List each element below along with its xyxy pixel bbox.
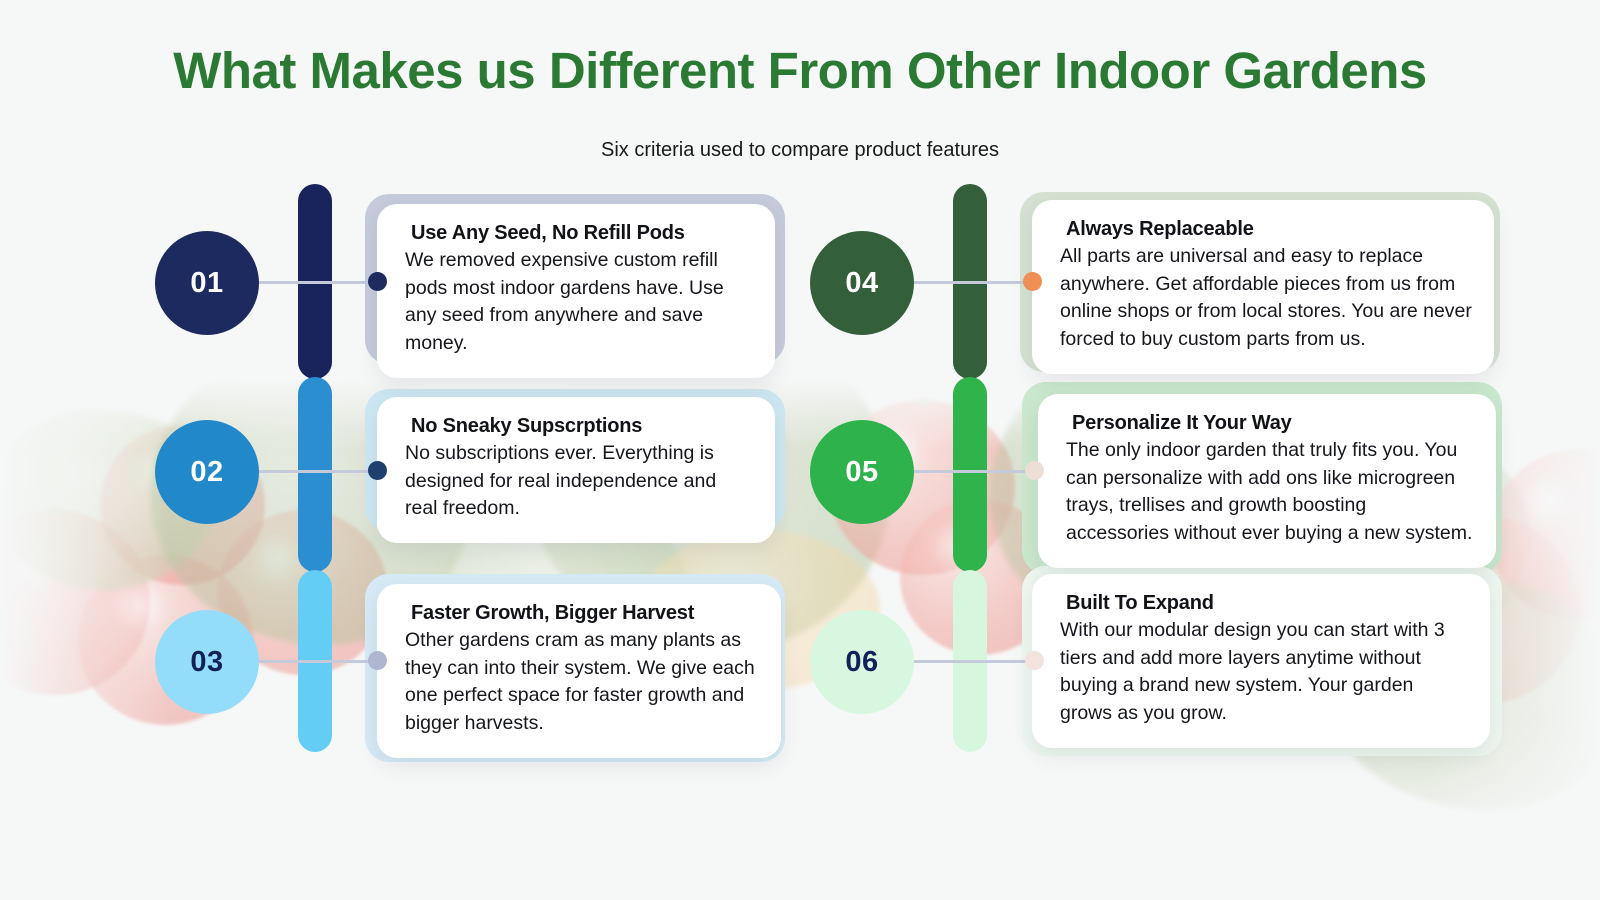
header: What Makes us Different From Other Indoo… [0, 0, 1600, 162]
connector-line-03 [259, 660, 381, 664]
page-title: What Makes us Different From Other Indoo… [173, 42, 1427, 99]
page-subtitle: Six criteria used to compare product fea… [601, 139, 999, 162]
number-badge-label: 04 [845, 266, 879, 299]
card-title: Faster Growth, Bigger Harvest [411, 602, 695, 625]
connector-line-05 [914, 470, 1036, 474]
number-badge-label: 03 [190, 645, 224, 678]
number-badge-label: 05 [845, 455, 879, 488]
card-title: Built To Expand [1066, 592, 1214, 615]
connector-dot-01 [368, 272, 387, 292]
comparison-board: 01 Use Any Seed, No Refill Pods We remov… [0, 184, 1600, 784]
card-body: Other gardens cram as many plants as the… [405, 629, 755, 735]
number-badge-06[interactable]: 06 [810, 610, 914, 715]
card-body: With our modular design you can start wi… [1060, 619, 1445, 725]
column-right: 04 Always Replaceable All parts are univ… [810, 184, 1510, 784]
connector-line-01 [259, 281, 377, 285]
number-badge-04[interactable]: 04 [810, 231, 914, 336]
connector-line-04 [914, 281, 1032, 285]
number-badge-label: 06 [845, 645, 879, 678]
connector-line-02 [259, 470, 377, 474]
rail-segment-02 [298, 377, 332, 573]
connector-dot-05 [1025, 461, 1044, 481]
card-title: Always Replaceable [1066, 218, 1254, 241]
feature-card-05[interactable]: Personalize It Your Way The only indoor … [1038, 394, 1496, 568]
card-title: Personalize It Your Way [1072, 412, 1292, 435]
rail-segment-05 [953, 377, 987, 573]
card-body: We removed expensive custom refill pods … [405, 249, 724, 355]
connector-dot-03 [368, 651, 387, 671]
feature-card-02[interactable]: No Sneaky Supscrptions No subscriptions … [377, 397, 775, 544]
number-badge-02[interactable]: 02 [155, 420, 259, 525]
number-badge-label: 01 [190, 266, 224, 299]
number-badge-05[interactable]: 05 [810, 420, 914, 525]
connector-dot-02 [368, 461, 387, 481]
feature-card-03[interactable]: Faster Growth, Bigger Harvest Other gard… [377, 584, 781, 758]
connector-line-06 [914, 660, 1036, 664]
card-body: The only indoor garden that truly fits y… [1066, 439, 1473, 545]
connector-dot-06 [1025, 651, 1044, 671]
number-badge-03[interactable]: 03 [155, 610, 259, 715]
column-left: 01 Use Any Seed, No Refill Pods We remov… [155, 184, 795, 784]
feature-card-04[interactable]: Always Replaceable All parts are univers… [1032, 200, 1494, 374]
card-title: No Sneaky Supscrptions [411, 415, 643, 438]
number-badge-label: 02 [190, 455, 224, 488]
card-body: All parts are universal and easy to repl… [1060, 245, 1472, 351]
card-body: No subscriptions ever. Everything is des… [405, 442, 717, 520]
feature-card-01[interactable]: Use Any Seed, No Refill Pods We removed … [377, 204, 775, 378]
number-badge-01[interactable]: 01 [155, 231, 259, 336]
connector-dot-04 [1023, 272, 1042, 292]
card-title: Use Any Seed, No Refill Pods [411, 222, 685, 245]
feature-card-06[interactable]: Built To Expand With our modular design … [1032, 574, 1490, 748]
